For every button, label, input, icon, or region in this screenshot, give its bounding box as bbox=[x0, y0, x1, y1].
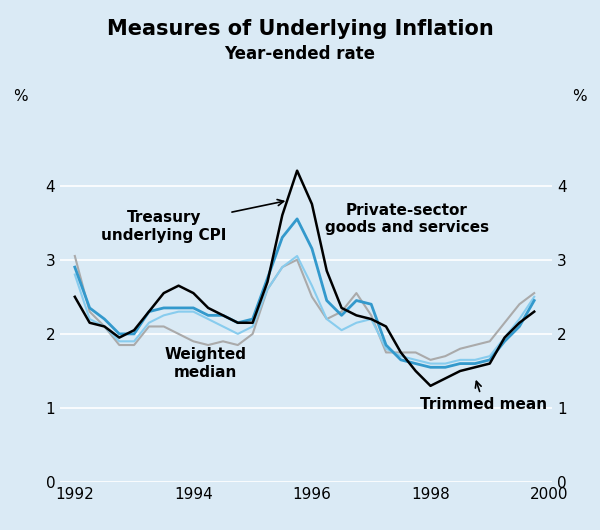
Text: Private-sector
goods and services: Private-sector goods and services bbox=[325, 202, 489, 235]
Text: %: % bbox=[572, 89, 586, 104]
Text: Year-ended rate: Year-ended rate bbox=[224, 45, 376, 63]
Text: Trimmed mean: Trimmed mean bbox=[420, 382, 547, 412]
Text: Treasury
underlying CPI: Treasury underlying CPI bbox=[101, 199, 284, 243]
Text: Weighted
median: Weighted median bbox=[164, 347, 246, 380]
Text: %: % bbox=[13, 89, 28, 104]
Text: Measures of Underlying Inflation: Measures of Underlying Inflation bbox=[107, 19, 493, 39]
